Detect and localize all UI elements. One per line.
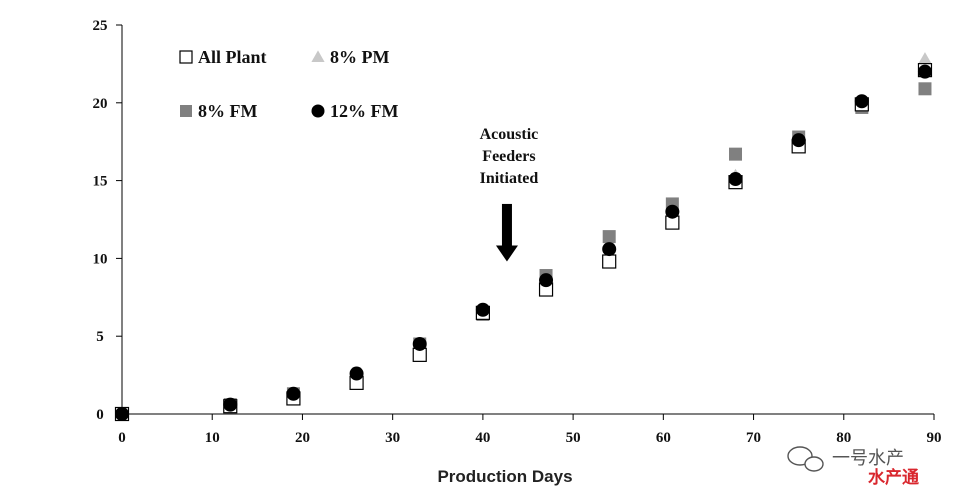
watermark-text: 一号水产 bbox=[832, 448, 904, 469]
legend-marker bbox=[179, 50, 193, 64]
y-tick-label: 10 bbox=[93, 251, 108, 267]
data-point bbox=[729, 147, 743, 161]
legend-label: All Plant bbox=[198, 47, 267, 67]
ticks: 0 5 10 15 20 25 0 10 20 30 40 50 60 70 80 90 bbox=[93, 18, 942, 446]
legend-item: 8% FM bbox=[180, 101, 257, 121]
annotation-arrow-head bbox=[495, 245, 518, 262]
annotation-text: Acoustic bbox=[480, 126, 539, 143]
y-tick-label: 20 bbox=[93, 96, 108, 112]
data-point bbox=[917, 52, 933, 65]
y-tick-label: 25 bbox=[93, 18, 108, 34]
data-point bbox=[602, 230, 616, 244]
legend: All Plant 8% PM 8% FM 12% FM bbox=[179, 47, 398, 121]
wechat-bubble-small bbox=[804, 456, 824, 472]
annotation-arrow-shaft bbox=[501, 203, 512, 248]
wechat-icon bbox=[787, 446, 824, 472]
y-tick-label: 15 bbox=[93, 174, 108, 190]
legend-item: 8% PM bbox=[311, 47, 389, 67]
annotation: Acoustic Feeders Initiated bbox=[480, 126, 539, 262]
x-tick-label: 0 bbox=[118, 430, 126, 446]
data-point bbox=[115, 407, 129, 421]
legend-item: 12% FM bbox=[311, 101, 398, 121]
watermark-subtext: 水产通 bbox=[868, 467, 919, 488]
x-axis-label: Production Days bbox=[437, 467, 572, 486]
series-12-fm bbox=[115, 64, 932, 421]
legend-marker bbox=[311, 50, 325, 62]
x-tick-label: 50 bbox=[566, 430, 581, 446]
data-point bbox=[917, 64, 932, 79]
legend-marker bbox=[311, 104, 325, 118]
y-tick-label: 0 bbox=[96, 407, 104, 423]
data-point bbox=[602, 254, 617, 269]
data-point bbox=[728, 172, 743, 187]
x-tick-label: 20 bbox=[295, 430, 310, 446]
data-point bbox=[539, 273, 554, 288]
x-tick-label: 10 bbox=[205, 430, 220, 446]
data-point bbox=[791, 133, 806, 148]
y-tick-label: 5 bbox=[96, 329, 104, 345]
data-point bbox=[286, 386, 301, 401]
legend-item: All Plant bbox=[179, 47, 267, 67]
data-points bbox=[114, 52, 933, 422]
axes bbox=[121, 25, 934, 415]
x-tick-label: 60 bbox=[656, 430, 671, 446]
legend-marker bbox=[180, 105, 192, 117]
data-point bbox=[918, 82, 932, 96]
data-point bbox=[412, 336, 427, 351]
data-point bbox=[349, 366, 364, 381]
data-point bbox=[223, 397, 238, 412]
x-tick-label: 80 bbox=[836, 430, 851, 446]
x-tick-label: 90 bbox=[927, 430, 942, 446]
wechat-bubble-large bbox=[787, 446, 813, 466]
data-point bbox=[854, 94, 869, 109]
x-tick-label: 70 bbox=[746, 430, 761, 446]
data-point bbox=[602, 242, 617, 257]
legend-label: 8% PM bbox=[330, 47, 389, 67]
x-tick-label: 30 bbox=[385, 430, 400, 446]
legend-label: 12% FM bbox=[330, 101, 398, 121]
annotation-text: Initiated bbox=[480, 170, 539, 187]
annotation-text: Feeders bbox=[482, 148, 535, 165]
x-tick-label: 40 bbox=[475, 430, 490, 446]
legend-label: 8% FM bbox=[198, 101, 257, 121]
data-point bbox=[665, 204, 680, 219]
data-point bbox=[475, 302, 490, 317]
